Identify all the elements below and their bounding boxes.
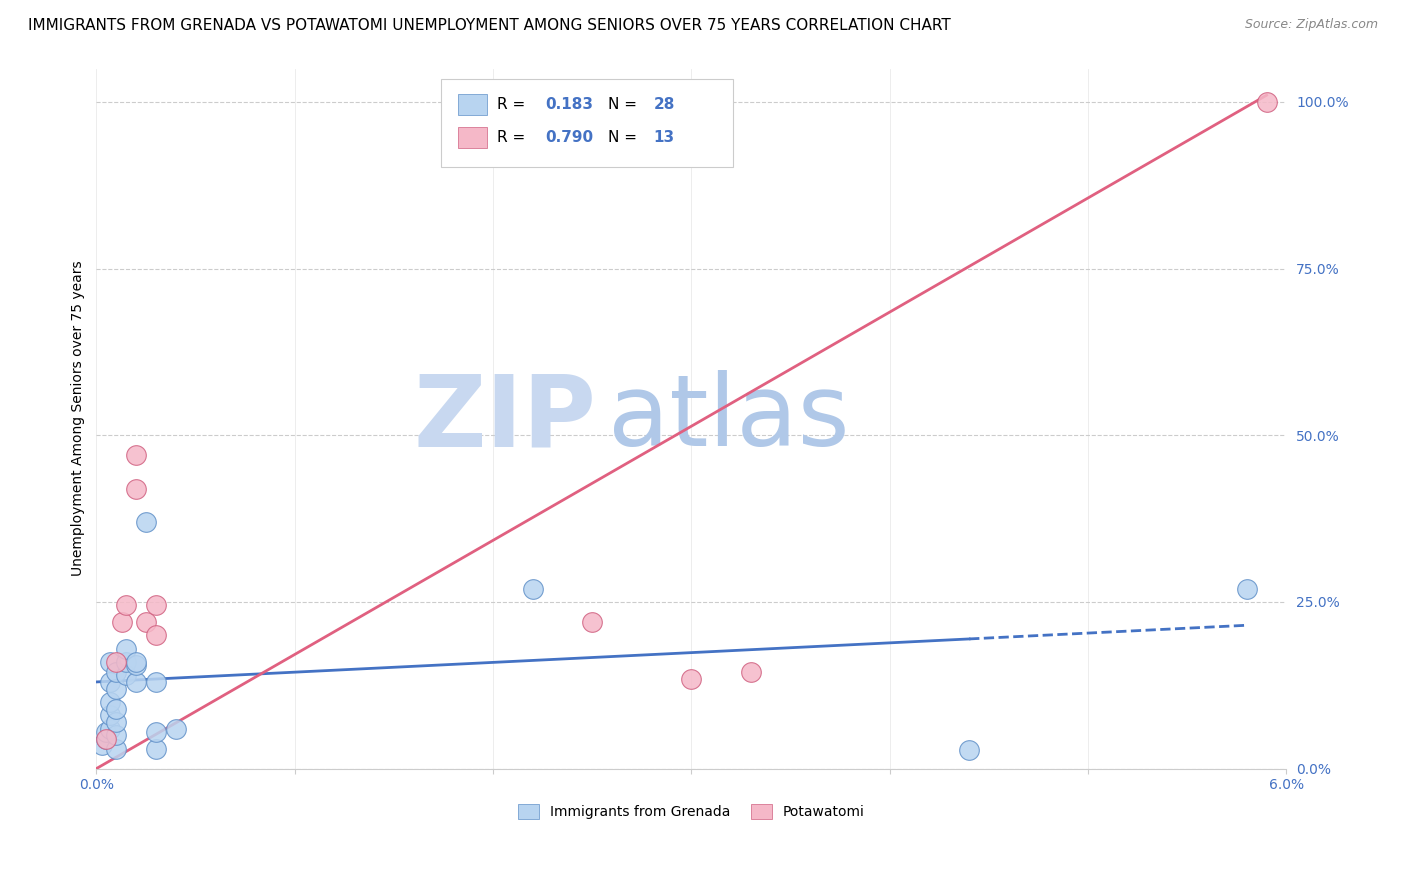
Point [111,615,134,629]
Point [125,674,148,689]
Point [145,725,167,739]
Point [145,741,167,756]
Point [957,743,980,757]
Text: 0.790: 0.790 [546,130,593,145]
Point [105,655,128,669]
Point [125,448,148,462]
Text: atlas: atlas [609,370,849,467]
Point [681,672,703,686]
Legend: Immigrants from Grenada, Potawatomi: Immigrants from Grenada, Potawatomi [512,798,870,825]
Point [98,655,121,669]
Point [98,722,121,736]
Point [115,641,138,656]
Y-axis label: Unemployment Among Seniors over 75 years: Unemployment Among Seniors over 75 years [72,260,86,576]
Point [115,668,138,682]
Point [96,725,118,739]
Text: N =: N = [609,96,643,112]
FancyBboxPatch shape [458,94,486,115]
Point [98,708,121,723]
Point [105,728,128,742]
Point [522,582,544,596]
Text: R =: R = [498,130,530,145]
Point [165,722,187,736]
Text: Source: ZipAtlas.com: Source: ZipAtlas.com [1244,18,1378,31]
FancyBboxPatch shape [458,128,486,148]
Text: 28: 28 [654,96,675,112]
FancyBboxPatch shape [441,79,733,167]
Point [98,695,121,709]
Text: R =: R = [498,96,530,112]
Point [581,615,603,629]
Point [105,701,128,715]
Text: N =: N = [609,130,643,145]
Point [115,655,138,669]
Point [145,628,167,642]
Point [96,731,118,746]
Point [105,741,128,756]
Point [105,714,128,729]
Text: 13: 13 [654,130,675,145]
Point [1236,582,1258,596]
Point [125,658,148,673]
Point [740,665,762,679]
Point [1256,95,1278,109]
Point [145,599,167,613]
Text: ZIP: ZIP [413,370,596,467]
Point [135,515,157,529]
Point [125,482,148,496]
Point [96,731,118,746]
Point [98,674,121,689]
Text: 0.183: 0.183 [546,96,593,112]
Point [135,615,157,629]
Point [145,674,167,689]
Point [91,739,114,753]
Text: IMMIGRANTS FROM GRENADA VS POTAWATOMI UNEMPLOYMENT AMONG SENIORS OVER 75 YEARS C: IMMIGRANTS FROM GRENADA VS POTAWATOMI UN… [28,18,950,33]
Point [105,665,128,679]
Point [105,681,128,696]
Point [125,655,148,669]
Point [115,599,138,613]
